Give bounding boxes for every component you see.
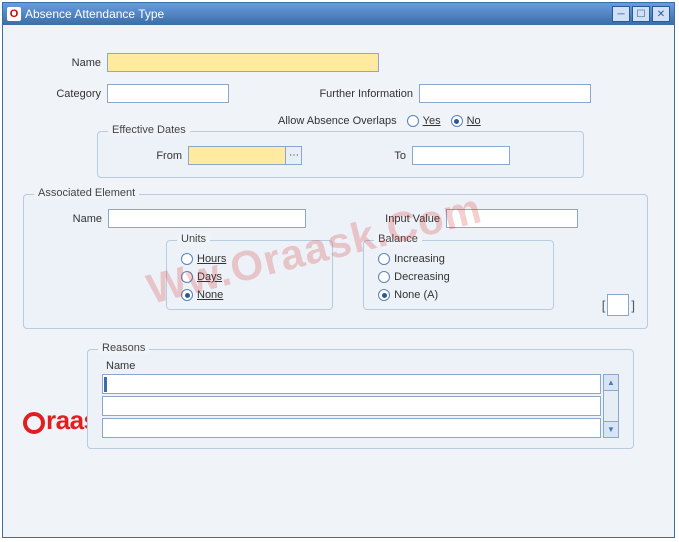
form-content: Ww.Oraask.Com Name Category Further Info… <box>3 25 674 469</box>
effective-dates-group: Effective Dates From ⋯ To <box>97 131 584 178</box>
units-legend: Units <box>177 233 210 245</box>
overlaps-no-radio[interactable] <box>451 115 463 127</box>
bracket-box-field[interactable] <box>607 294 629 316</box>
allow-overlaps-label: Allow Absence Overlaps <box>278 115 397 127</box>
category-input[interactable] <box>107 84 229 103</box>
reasons-row-2[interactable] <box>102 396 601 416</box>
balance-increasing-radio[interactable] <box>378 253 390 265</box>
associated-element-group: Associated Element Name Input Value Unit… <box>23 194 648 329</box>
input-value-label: Input Value <box>306 213 446 225</box>
from-label: From <box>110 150 188 162</box>
balance-legend: Balance <box>374 233 422 245</box>
bracket-indicator: [ ] <box>602 294 635 316</box>
balance-group: Balance Increasing Decreasing None (A) <box>363 240 554 310</box>
units-none-label: None <box>197 289 223 301</box>
further-info-label: Further Information <box>229 88 419 100</box>
titlebar: O Absence Attendance Type ─ ☐ ✕ <box>3 3 674 25</box>
ae-name-label: Name <box>36 213 108 225</box>
units-none-radio[interactable] <box>181 289 193 301</box>
balance-increasing-label: Increasing <box>394 253 445 265</box>
reasons-group: Reasons Name ▲ ▼ <box>87 349 634 449</box>
name-input[interactable] <box>107 53 379 72</box>
units-hours-radio[interactable] <box>181 253 193 265</box>
units-days-radio[interactable] <box>181 271 193 283</box>
input-value-input[interactable] <box>446 209 578 228</box>
scroll-down-button[interactable]: ▼ <box>604 421 618 437</box>
scroll-up-button[interactable]: ▲ <box>604 375 618 391</box>
maximize-button[interactable]: ☐ <box>632 6 650 22</box>
overlaps-no-label: No <box>467 115 481 127</box>
window: O Absence Attendance Type ─ ☐ ✕ Ww.Oraas… <box>2 2 675 538</box>
overlaps-yes-label: Yes <box>423 115 441 127</box>
units-hours-label: Hours <box>197 253 226 265</box>
reasons-name-label: Name <box>106 360 619 372</box>
units-days-label: Days <box>197 271 222 283</box>
balance-decreasing-label: Decreasing <box>394 271 450 283</box>
ae-name-input[interactable] <box>108 209 306 228</box>
minimize-button[interactable]: ─ <box>612 6 630 22</box>
logo-ring-icon <box>23 412 45 434</box>
units-group: Units Hours Days None <box>166 240 333 310</box>
category-label: Category <box>23 88 107 100</box>
from-lov-button[interactable]: ⋯ <box>286 146 302 165</box>
further-info-input[interactable] <box>419 84 591 103</box>
app-icon: O <box>7 7 21 21</box>
from-input[interactable] <box>188 146 286 165</box>
balance-none-label: None (A) <box>394 289 438 301</box>
reasons-scrollbar[interactable]: ▲ ▼ <box>603 374 619 438</box>
balance-decreasing-radio[interactable] <box>378 271 390 283</box>
reasons-row-1[interactable] <box>102 374 601 394</box>
balance-none-radio[interactable] <box>378 289 390 301</box>
reasons-row-3[interactable] <box>102 418 601 438</box>
to-label: To <box>302 150 412 162</box>
effective-dates-legend: Effective Dates <box>108 124 190 136</box>
close-button[interactable]: ✕ <box>652 6 670 22</box>
reasons-legend: Reasons <box>98 342 149 354</box>
associated-element-legend: Associated Element <box>34 187 139 199</box>
window-title: Absence Attendance Type <box>25 7 612 21</box>
to-input[interactable] <box>412 146 510 165</box>
name-label: Name <box>23 57 107 69</box>
overlaps-yes-radio[interactable] <box>407 115 419 127</box>
